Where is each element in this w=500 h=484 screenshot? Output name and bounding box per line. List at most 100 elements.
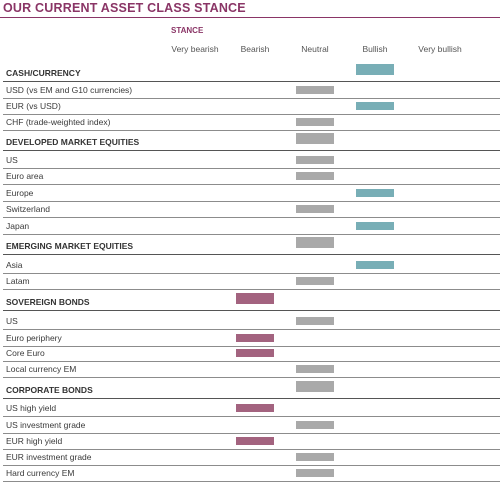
row-divider: [3, 398, 500, 399]
row-divider: [3, 201, 500, 202]
table-row: US: [0, 313, 500, 330]
row-divider: [3, 273, 500, 274]
section-row: DEVELOPED MARKET EQUITIES: [0, 133, 500, 151]
stance-bar-neutral: [296, 133, 334, 144]
row-label: Core Euro: [6, 348, 45, 358]
section-row: CORPORATE BONDS: [0, 381, 500, 399]
section-label: CORPORATE BONDS: [6, 385, 93, 395]
row-label: Hard currency EM: [6, 468, 75, 478]
stance-bar-neutral: [296, 205, 334, 213]
row-label: EUR high yield: [6, 436, 63, 446]
table-row: US high yield: [0, 400, 500, 417]
row-divider: [3, 310, 500, 311]
row-divider: [3, 289, 500, 290]
table-row: Hard currency EM: [0, 465, 500, 482]
row-label: Euro area: [6, 171, 44, 181]
row-label: US: [6, 316, 18, 326]
stance-bar-bearish: [236, 437, 274, 445]
row-label: Latam: [6, 276, 30, 286]
stance-bar-neutral: [296, 172, 334, 180]
table-row: CHF (trade-weighted index): [0, 114, 500, 131]
row-divider: [3, 481, 500, 482]
page-title: OUR CURRENT ASSET CLASS STANCE: [3, 1, 246, 15]
stance-bar-neutral: [296, 469, 334, 477]
table-row: Europe: [0, 185, 500, 202]
column-header-bearish: Bearish: [240, 44, 270, 54]
row-label: Europe: [6, 188, 34, 198]
section-label: DEVELOPED MARKET EQUITIES: [6, 137, 140, 147]
row-divider: [3, 114, 500, 115]
table-row: Core Euro: [0, 345, 500, 362]
stance-bar-bullish: [356, 189, 394, 197]
row-divider: [3, 377, 500, 378]
table-row: Asia: [0, 257, 500, 274]
row-divider: [3, 130, 500, 131]
row-label: US investment grade: [6, 420, 86, 430]
row-divider: [3, 416, 500, 417]
stance-bar-neutral: [296, 118, 334, 126]
row-label: Euro periphery: [6, 333, 62, 343]
row-divider: [3, 234, 500, 235]
row-divider: [3, 329, 500, 330]
row-divider: [3, 465, 500, 466]
row-label: EUR (vs USD): [6, 101, 61, 111]
row-divider: [3, 346, 500, 347]
table-row: EUR high yield: [0, 433, 500, 450]
stance-bar-neutral: [296, 156, 334, 164]
stance-bar-bullish: [356, 64, 394, 75]
row-divider: [3, 217, 500, 218]
row-label: US: [6, 155, 18, 165]
table-row: EUR (vs USD): [0, 98, 500, 115]
stance-bar-bearish: [236, 404, 274, 412]
table-row: US: [0, 152, 500, 169]
table-row: US investment grade: [0, 417, 500, 434]
row-divider: [3, 184, 500, 185]
table-row: Euro area: [0, 168, 500, 185]
section-label: SOVEREIGN BONDS: [6, 297, 90, 307]
section-row: EMERGING MARKET EQUITIES: [0, 237, 500, 255]
row-divider: [3, 98, 500, 99]
stance-bar-bearish: [236, 349, 274, 357]
row-label: Local currency EM: [6, 364, 77, 374]
row-divider: [3, 150, 500, 151]
table-row: Local currency EM: [0, 361, 500, 378]
table-row: Japan: [0, 218, 500, 235]
stance-bar-bullish: [356, 261, 394, 269]
row-label: EUR investment grade: [6, 452, 92, 462]
row-divider: [3, 254, 500, 255]
stance-bar-neutral: [296, 317, 334, 325]
section-label: CASH/CURRENCY: [6, 68, 81, 78]
section-label: EMERGING MARKET EQUITIES: [6, 241, 134, 251]
section-row: CASH/CURRENCY: [0, 64, 500, 82]
row-divider: [3, 361, 500, 362]
column-header-bullish: Bullish: [362, 44, 388, 54]
stance-bar-neutral: [296, 86, 334, 94]
title-divider: [0, 17, 500, 18]
column-header-very-bullish: Very bullish: [418, 44, 462, 54]
stance-bar-neutral: [296, 421, 334, 429]
stance-bar-neutral: [296, 237, 334, 248]
row-label: Switzerland: [6, 204, 50, 214]
row-label: USD (vs EM and G10 currencies): [6, 85, 133, 95]
section-row: SOVEREIGN BONDS: [0, 293, 500, 311]
stance-bar-bullish: [356, 222, 394, 230]
stance-bar-bearish: [236, 334, 274, 342]
row-divider: [3, 449, 500, 450]
row-divider: [3, 433, 500, 434]
row-divider: [3, 81, 500, 82]
row-divider: [3, 168, 500, 169]
column-header-very-bearish: Very bearish: [171, 44, 219, 54]
table-row: EUR investment grade: [0, 449, 500, 466]
stance-label: STANCE: [171, 26, 204, 35]
stance-bar-neutral: [296, 453, 334, 461]
stance-bar-bullish: [356, 102, 394, 110]
table-row: USD (vs EM and G10 currencies): [0, 82, 500, 99]
stance-bar-neutral: [296, 365, 334, 373]
row-label: Asia: [6, 260, 23, 270]
stance-bar-neutral: [296, 381, 334, 392]
row-label: Japan: [6, 221, 30, 231]
stance-bar-neutral: [296, 277, 334, 285]
row-label: US high yield: [6, 403, 57, 413]
table-row: Switzerland: [0, 201, 500, 218]
table-row: Latam: [0, 273, 500, 290]
